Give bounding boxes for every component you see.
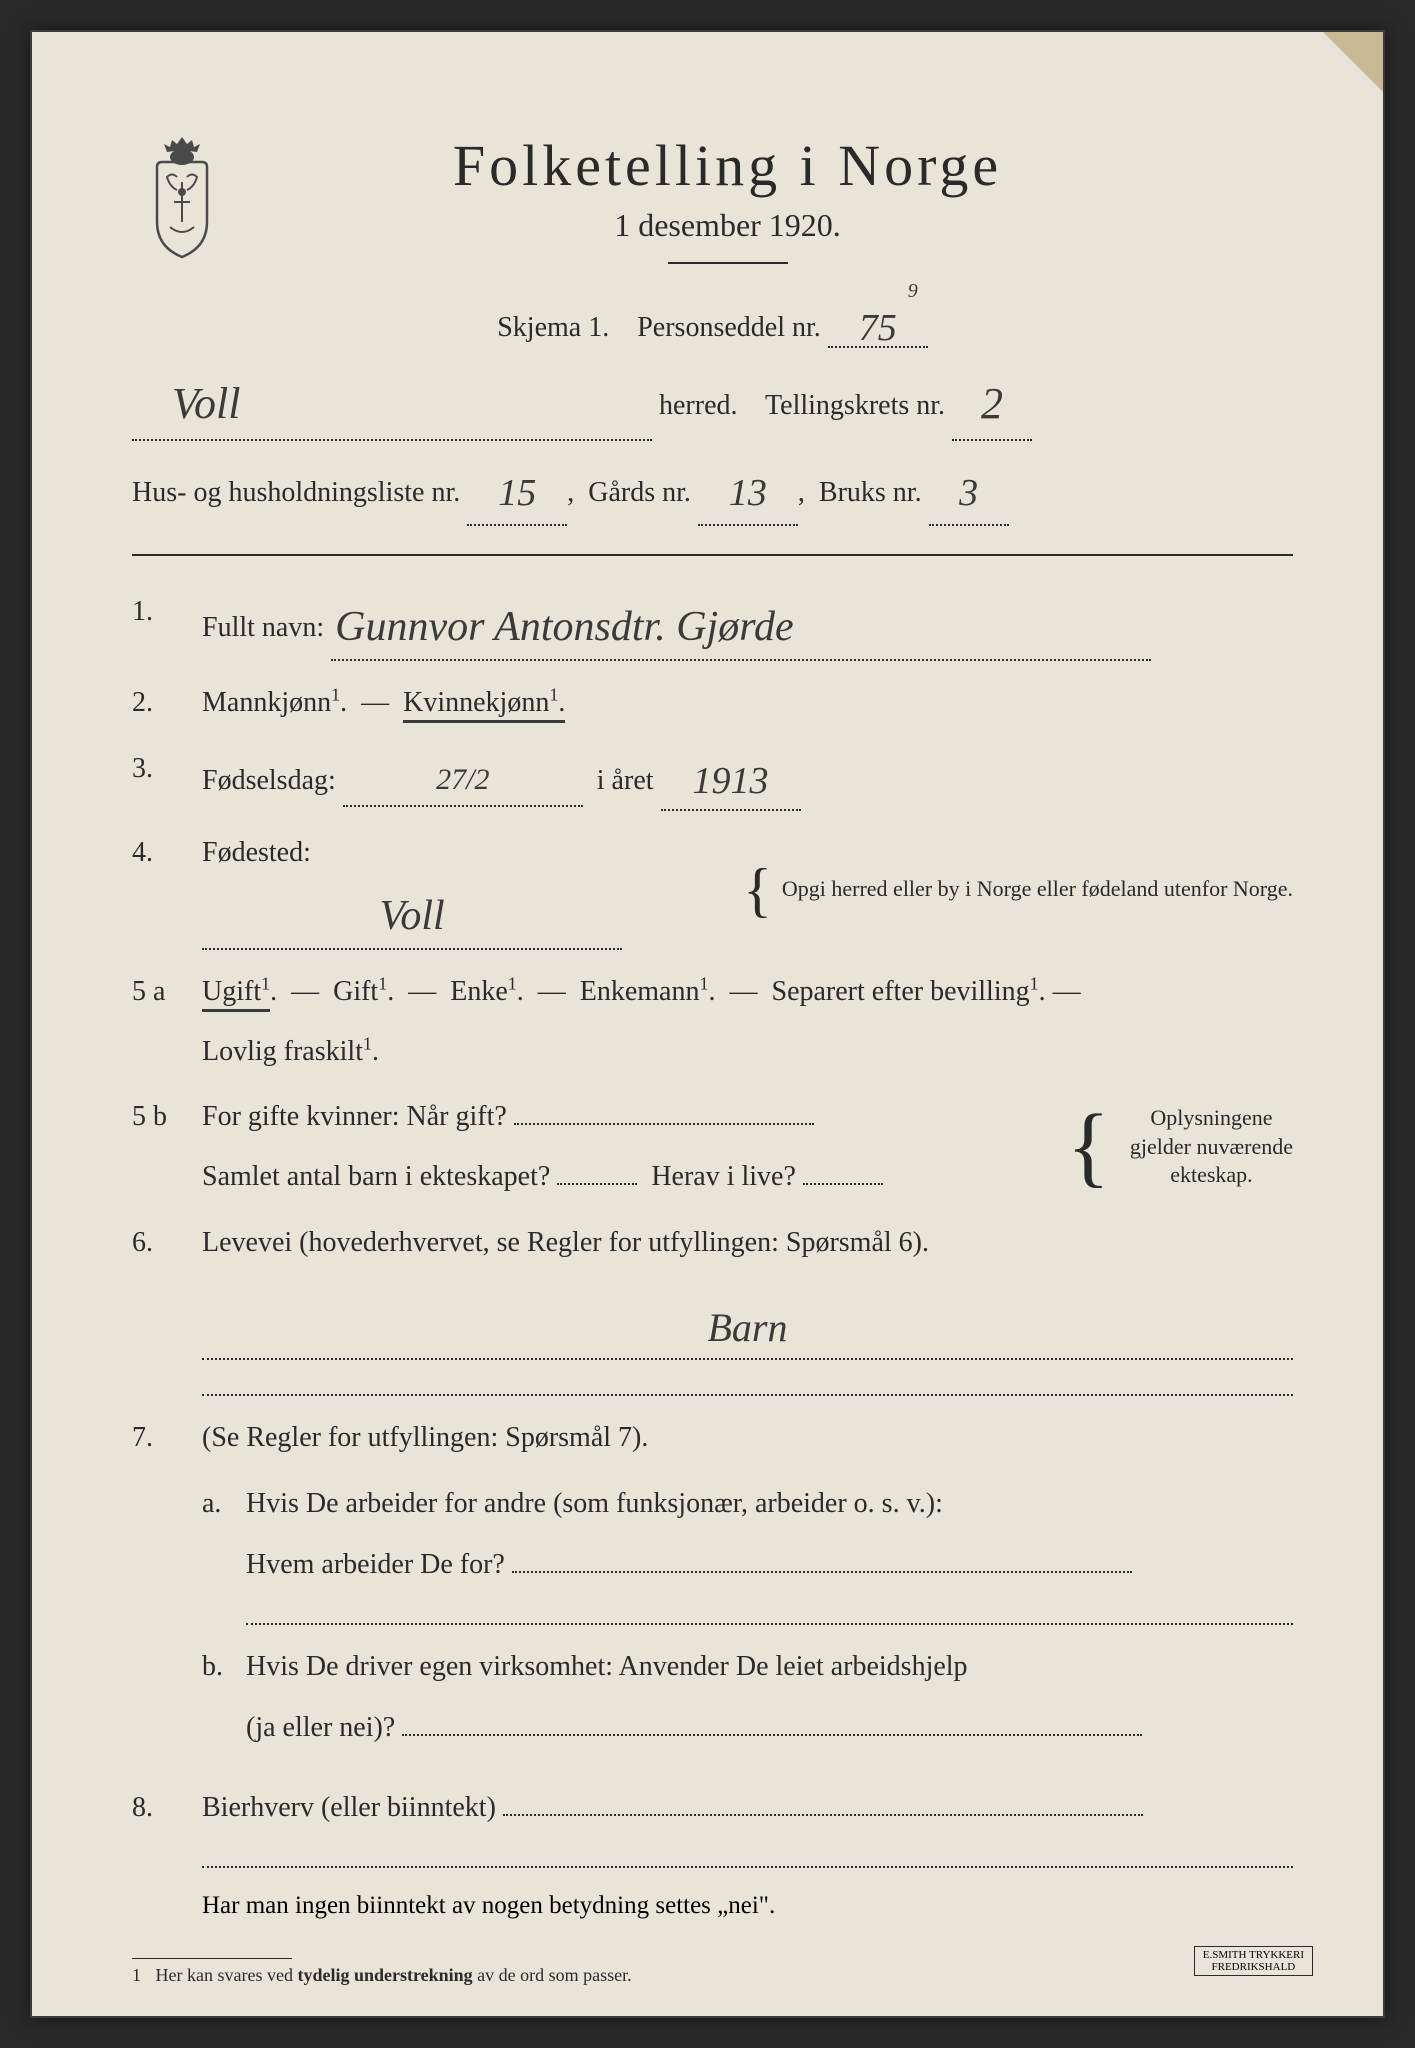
liste-row: Hus- og husholdningsliste nr. 15 , Gårds… <box>132 455 1293 525</box>
q2-kvinne: Kvinnekjønn1. <box>403 687 565 723</box>
tellingskrets-value: 2 <box>981 379 1003 428</box>
personseddel-correction: 9 <box>908 280 918 303</box>
q7b-q: (ja eller nei)? <box>246 1712 395 1743</box>
q4-num: 4. <box>132 829 182 950</box>
q8-label: Bierhverv (eller biinntekt) <box>202 1792 496 1823</box>
q1-num: 1. <box>132 588 182 661</box>
q7-row: 7. (Se Regler for utfyllingen: Spørsmål … <box>132 1414 1293 1766</box>
document-page: Folketelling i Norge 1 desember 1920. Sk… <box>30 30 1385 2018</box>
q7-num: 7. <box>132 1414 182 1766</box>
q3-num: 3. <box>132 745 182 812</box>
q8-num: 8. <box>132 1784 182 1868</box>
title-block: Folketelling i Norge 1 desember 1920. <box>262 132 1293 282</box>
q7a-letter: a. <box>202 1480 230 1625</box>
q7b-letter: b. <box>202 1643 230 1752</box>
q3-row: 3. Fødselsdag: 27/2 i året 1913 <box>132 745 1293 812</box>
q4-value: Voll <box>379 893 444 939</box>
q5a-gift: Gift <box>333 976 378 1007</box>
q3-day: 27/2 <box>436 763 489 796</box>
fill-line <box>202 1368 1293 1396</box>
fill-line <box>202 1840 1293 1868</box>
personseddel-value: 75 <box>859 307 897 349</box>
personseddel-label: Personseddel nr. <box>637 312 821 343</box>
q5b-row: 5 b For gifte kvinner: Når gift? Samlet … <box>132 1093 1293 1200</box>
q5b-num: 5 b <box>132 1093 182 1200</box>
q7a-label: Hvis De arbeider for andre (som funksjon… <box>246 1488 943 1519</box>
q5b-note: Oplysningene gjelder nuværende ekteskap. <box>1130 1104 1293 1190</box>
brace-icon: { <box>743 866 772 914</box>
footnote: 1 Her kan svares ved tydelig understrekn… <box>132 1950 1293 1986</box>
q2-row: 2. Mannkjønn1. — Kvinnekjønn1. <box>132 679 1293 727</box>
q7b-label: Hvis De driver egen virksomhet: Anvender… <box>246 1651 968 1682</box>
skjema-line: Skjema 1. Personseddel nr. 9 75 <box>132 302 1293 348</box>
bruks-label: Bruks nr. <box>819 477 922 508</box>
q5a-row: 5 a Ugift1. — Gift1. — Enke1. — Enkemann… <box>132 968 1293 1075</box>
q5b-herav: Herav i live? <box>651 1161 796 1192</box>
herred-value: Voll <box>172 379 240 428</box>
q7a-q: Hvem arbeider De for? <box>246 1549 505 1580</box>
main-divider <box>132 554 1293 556</box>
q5a-enkemann: Enkemann <box>580 976 700 1007</box>
q1-label: Fullt navn: <box>202 612 324 643</box>
q1-value: Gunnvor Antonsdtr. Gjørde <box>335 604 794 650</box>
q5a-ugift: Ugift1 <box>202 976 270 1012</box>
fill-line <box>246 1597 1293 1625</box>
q4-row: 4. Fødested: Voll { Opgi herred eller by… <box>132 829 1293 950</box>
q5a-fraskilt: Lovlig fraskilt <box>202 1036 363 1067</box>
q5a-enke: Enke <box>450 976 508 1007</box>
q5b-barn: Samlet antal barn i ekteskapet? <box>202 1161 550 1192</box>
q5a-num: 5 a <box>132 968 182 1075</box>
main-title: Folketelling i Norge <box>262 132 1193 199</box>
hint-text: Har man ingen biinntekt av nogen betydni… <box>132 1892 1293 1920</box>
coat-of-arms-icon <box>132 132 232 262</box>
q7-label: (Se Regler for utfyllingen: Spørsmål 7). <box>202 1422 648 1453</box>
skjema-label: Skjema 1. <box>497 312 609 343</box>
q1-row: 1. Fullt navn: Gunnvor Antonsdtr. Gjørde <box>132 588 1293 661</box>
q5b-label: For gifte kvinner: Når gift? <box>202 1101 507 1132</box>
q6-num: 6. <box>132 1219 182 1397</box>
q4-note: Opgi herred eller by i Norge eller fødel… <box>782 875 1293 904</box>
q8-row: 8. Bierhverv (eller biinntekt) <box>132 1784 1293 1868</box>
q2-mann: Mannkjønn <box>202 687 331 718</box>
q3-year-label: i året <box>597 765 654 796</box>
gards-label: Gårds nr. <box>588 477 691 508</box>
document-content: Folketelling i Norge 1 desember 1920. Sk… <box>32 32 1383 2026</box>
footnote-num: 1 <box>132 1965 141 1985</box>
bruks-value: 3 <box>959 472 978 514</box>
footnote-rule <box>132 1958 292 1959</box>
footnote-text: Her kan svares ved tydelig understreknin… <box>156 1965 632 1985</box>
herred-label: herred. <box>659 390 738 421</box>
tellingskrets-label: Tellingskrets nr. <box>765 390 945 421</box>
subtitle-date: 1 desember 1920. <box>262 207 1193 244</box>
q3-year: 1913 <box>693 760 769 802</box>
q4-label: Fødested: <box>202 837 311 868</box>
q3-label: Fødselsdag: <box>202 765 336 796</box>
q6-row: 6. Levevei (hovederhvervet, se Regler fo… <box>132 1219 1293 1397</box>
brace-icon: { <box>1067 1111 1110 1183</box>
q6-value: Barn <box>708 1305 788 1350</box>
liste-label: Hus- og husholdningsliste nr. <box>132 477 460 508</box>
q2-num: 2. <box>132 679 182 727</box>
corner-fold <box>1323 32 1383 92</box>
q6-label: Levevei (hovederhvervet, se Regler for u… <box>202 1227 929 1258</box>
gards-value: 13 <box>729 472 767 514</box>
printer-line1: E.SMITH TRYKKERI <box>1203 1949 1304 1961</box>
q5a-separert: Separert efter bevilling <box>772 976 1030 1007</box>
header: Folketelling i Norge 1 desember 1920. <box>132 132 1293 282</box>
herred-row: Voll herred. Tellingskrets nr. 2 <box>132 360 1293 441</box>
printer-mark: E.SMITH TRYKKERI FREDRIKSHALD <box>1194 1946 1313 1976</box>
liste-value: 15 <box>498 472 536 514</box>
printer-line2: FREDRIKSHALD <box>1203 1961 1304 1973</box>
divider <box>668 262 788 264</box>
